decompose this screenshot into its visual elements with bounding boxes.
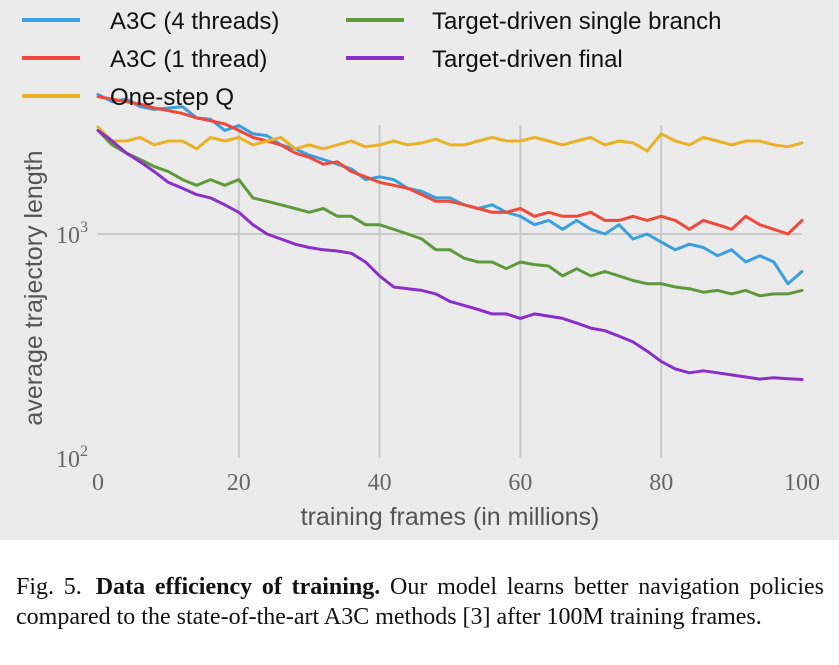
- grid-lines: [98, 125, 802, 458]
- series-line: [96, 128, 804, 381]
- legend: A3C (4 threads) A3C (1 thread) One-step Q T…: [22, 8, 722, 111]
- x-tick-label: 0: [92, 470, 104, 496]
- figure-caption: Fig. 5. Data efficiency of training. Our …: [16, 572, 824, 632]
- series-lines: [96, 92, 804, 381]
- legend-label: Target-driven single branch: [432, 8, 722, 35]
- y-axis-label: average trajectory length: [20, 150, 48, 425]
- caption-title: Data efficiency of training.: [95, 574, 381, 600]
- series-line: [96, 95, 804, 236]
- line-chart: 0 20 40 60 80 100 102 103 A3C (4 threads) A3C (1…: [0, 0, 839, 540]
- series-line: [96, 125, 804, 153]
- caption-label: Fig. 5.: [16, 574, 82, 600]
- x-axis-label: training frames (in millions): [301, 503, 600, 531]
- figure: 0 20 40 60 80 100 102 103 A3C (4 threads) A3C (1…: [0, 0, 839, 540]
- legend-label: One-step Q: [110, 84, 234, 111]
- x-tick-label: 20: [227, 470, 251, 496]
- legend-label: Target-driven final: [432, 46, 623, 73]
- x-tick-label: 100: [784, 470, 820, 496]
- chart-background: [0, 0, 839, 540]
- series-line: [96, 128, 804, 298]
- x-tick-label: 60: [508, 470, 532, 496]
- legend-label: A3C (1 thread): [110, 46, 267, 73]
- tick-labels: 0 20 40 60 80 100 102 103: [56, 219, 820, 496]
- caption-text: Our model learns better navigation polic…: [16, 574, 824, 630]
- legend-label: A3C (4 threads): [110, 8, 279, 35]
- y-tick-label: 102: [56, 443, 88, 473]
- x-tick-label: 80: [649, 470, 673, 496]
- x-tick-label: 40: [368, 470, 392, 496]
- y-tick-label: 103: [56, 219, 88, 249]
